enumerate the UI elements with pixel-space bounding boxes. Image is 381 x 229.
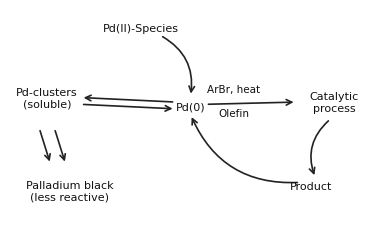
Text: ArBr, heat: ArBr, heat [207, 85, 261, 95]
Text: Product: Product [290, 182, 333, 192]
Text: Palladium black
(less reactive): Palladium black (less reactive) [26, 181, 113, 202]
Text: Catalytic
process: Catalytic process [310, 92, 359, 114]
Text: Olefin: Olefin [218, 109, 250, 119]
Text: Pd(0): Pd(0) [176, 103, 205, 113]
Text: Pd-clusters
(soluble): Pd-clusters (soluble) [16, 88, 78, 109]
Text: Pd(II)-Species: Pd(II)-Species [103, 24, 179, 33]
